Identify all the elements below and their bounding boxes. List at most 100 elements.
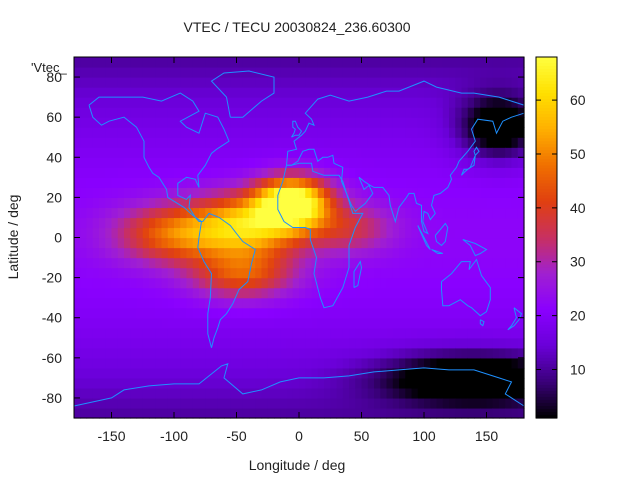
heatmap-cell: [474, 367, 481, 379]
heatmap-cell: [386, 357, 394, 369]
heatmap-cell: [424, 317, 431, 329]
heatmap-cell: [480, 257, 488, 269]
heatmap-cell: [436, 367, 444, 379]
heatmap-cell: [361, 117, 369, 128]
heatmap-cell: [517, 237, 525, 249]
heatmap-cell: [442, 77, 450, 88]
heatmap-cell: [192, 227, 200, 239]
heatmap-cell: [261, 347, 269, 359]
heatmap-cell: [267, 367, 275, 379]
heatmap-cell: [86, 307, 94, 319]
heatmap-cell: [499, 77, 506, 88]
colorbar-band: [536, 126, 557, 130]
heatmap-cell: [355, 387, 363, 399]
heatmap-cell: [374, 257, 381, 269]
heatmap-cell: [349, 137, 356, 148]
heatmap-cell: [324, 157, 331, 168]
heatmap-cell: [292, 317, 300, 329]
heatmap-cell: [86, 337, 94, 349]
heatmap-cell: [249, 187, 256, 198]
heatmap-cell: [367, 257, 375, 269]
colorbar-band: [536, 297, 557, 302]
heatmap-cell: [417, 177, 425, 188]
heatmap-cell: [380, 347, 388, 359]
heatmap-cell: [136, 357, 144, 369]
heatmap-cell: [492, 407, 500, 419]
x-tick-label: -100: [160, 428, 188, 444]
colorbar-band: [536, 249, 557, 254]
heatmap-cell: [411, 77, 419, 88]
heatmap-cell: [80, 247, 88, 259]
heatmap-cell: [167, 387, 175, 399]
heatmap-cell: [461, 377, 469, 389]
heatmap-cell: [367, 237, 375, 249]
heatmap-cell: [92, 247, 100, 259]
colorbar-band: [536, 243, 557, 248]
heatmap-cell: [249, 267, 256, 279]
heatmap-cell: [349, 167, 356, 178]
heatmap-cell: [461, 107, 469, 118]
heatmap-cell: [167, 357, 175, 369]
heatmap-cell: [292, 217, 300, 229]
heatmap-cell: [374, 377, 381, 389]
heatmap-cell: [336, 377, 344, 389]
heatmap-cell: [86, 347, 94, 359]
heatmap-cell: [261, 207, 269, 219]
heatmap-cell: [161, 207, 169, 219]
heatmap-cell: [136, 77, 144, 88]
heatmap-cell: [486, 137, 494, 148]
heatmap-cell: [392, 357, 400, 369]
heatmap-cell: [361, 167, 369, 178]
heatmap-cell: [267, 157, 275, 168]
heatmap-cell: [486, 187, 494, 198]
heatmap-cell: [430, 117, 438, 128]
heatmap-cell: [180, 397, 188, 409]
heatmap-cell: [449, 217, 456, 229]
heatmap-cell: [167, 407, 175, 419]
heatmap-cell: [424, 347, 431, 359]
heatmap-cell: [74, 157, 81, 168]
heatmap-cell: [217, 197, 225, 209]
heatmap-cell: [105, 127, 113, 138]
heatmap-cell: [442, 67, 450, 78]
heatmap-cell: [336, 407, 344, 419]
heatmap-cell: [336, 307, 344, 319]
heatmap-cell: [305, 57, 313, 68]
heatmap-cell: [249, 197, 256, 209]
heatmap-cell: [192, 357, 200, 369]
heatmap-cell: [455, 257, 463, 269]
heatmap-cell: [467, 167, 475, 178]
heatmap-cell: [142, 187, 150, 198]
heatmap-cell: [199, 107, 206, 118]
heatmap-cell: [211, 57, 219, 68]
heatmap-cell: [455, 57, 463, 68]
heatmap-cell: [499, 327, 506, 339]
heatmap-cell: [399, 57, 406, 68]
heatmap-cell: [467, 347, 475, 359]
heatmap-cell: [249, 57, 256, 68]
heatmap-cell: [342, 107, 350, 118]
heatmap-cell: [336, 107, 344, 118]
colorbar-tick-label: 50: [570, 146, 586, 162]
heatmap-cell: [317, 227, 325, 239]
heatmap-cell: [174, 197, 181, 209]
heatmap-cell: [142, 57, 150, 68]
heatmap-cell: [405, 107, 413, 118]
heatmap-cell: [442, 207, 450, 219]
heatmap-cell: [86, 167, 94, 178]
heatmap-cell: [374, 317, 381, 329]
heatmap-cell: [99, 177, 106, 188]
heatmap-cell: [242, 377, 250, 389]
heatmap-cell: [267, 217, 275, 229]
heatmap-cell: [355, 347, 363, 359]
heatmap-cell: [155, 197, 163, 209]
colorbar-band: [536, 399, 557, 404]
heatmap-cell: [211, 67, 219, 78]
heatmap-cell: [392, 247, 400, 259]
heatmap-cell: [411, 87, 419, 98]
heatmap-cell: [117, 327, 125, 339]
heatmap-cell: [161, 97, 169, 108]
heatmap-cell: [174, 127, 181, 138]
heatmap-cell: [205, 207, 213, 219]
heatmap-cell: [142, 407, 150, 419]
